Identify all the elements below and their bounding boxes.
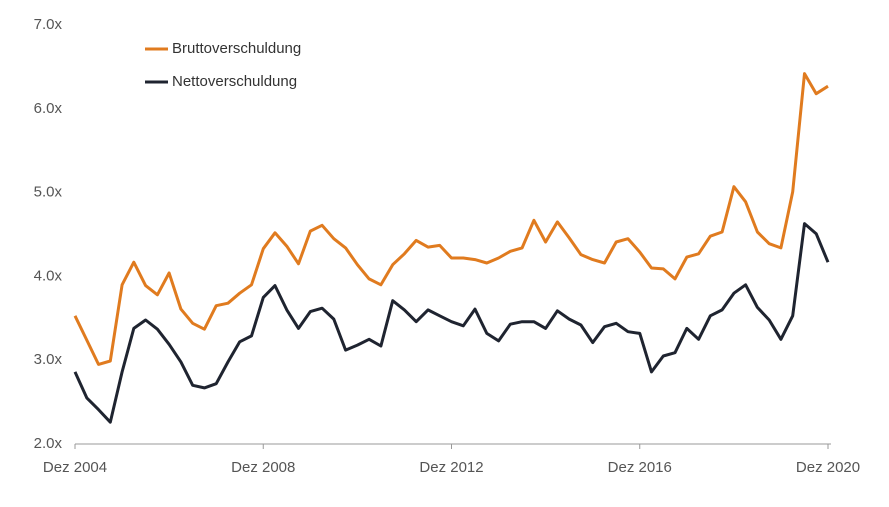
x-tick-label: Dez 2020 [796, 459, 860, 476]
y-tick-label: 6.0x [34, 100, 63, 117]
y-tick-label: 7.0x [34, 16, 63, 33]
x-tick-label: Dez 2016 [608, 459, 672, 476]
legend-label: Bruttoverschuldung [172, 40, 301, 57]
x-tick-label: Dez 2008 [231, 459, 295, 476]
line-series [73, 222, 830, 424]
y-tick-label: 3.0x [34, 351, 63, 368]
y-tick-label: 2.0x [34, 435, 63, 452]
y-tick-label: 4.0x [34, 267, 63, 284]
line-series [73, 72, 829, 366]
x-tick-label: Dez 2004 [43, 459, 107, 476]
legend-label: Nettoverschuldung [172, 73, 297, 90]
y-tick-label: 5.0x [34, 184, 63, 201]
x-tick-label: Dez 2012 [419, 459, 483, 476]
